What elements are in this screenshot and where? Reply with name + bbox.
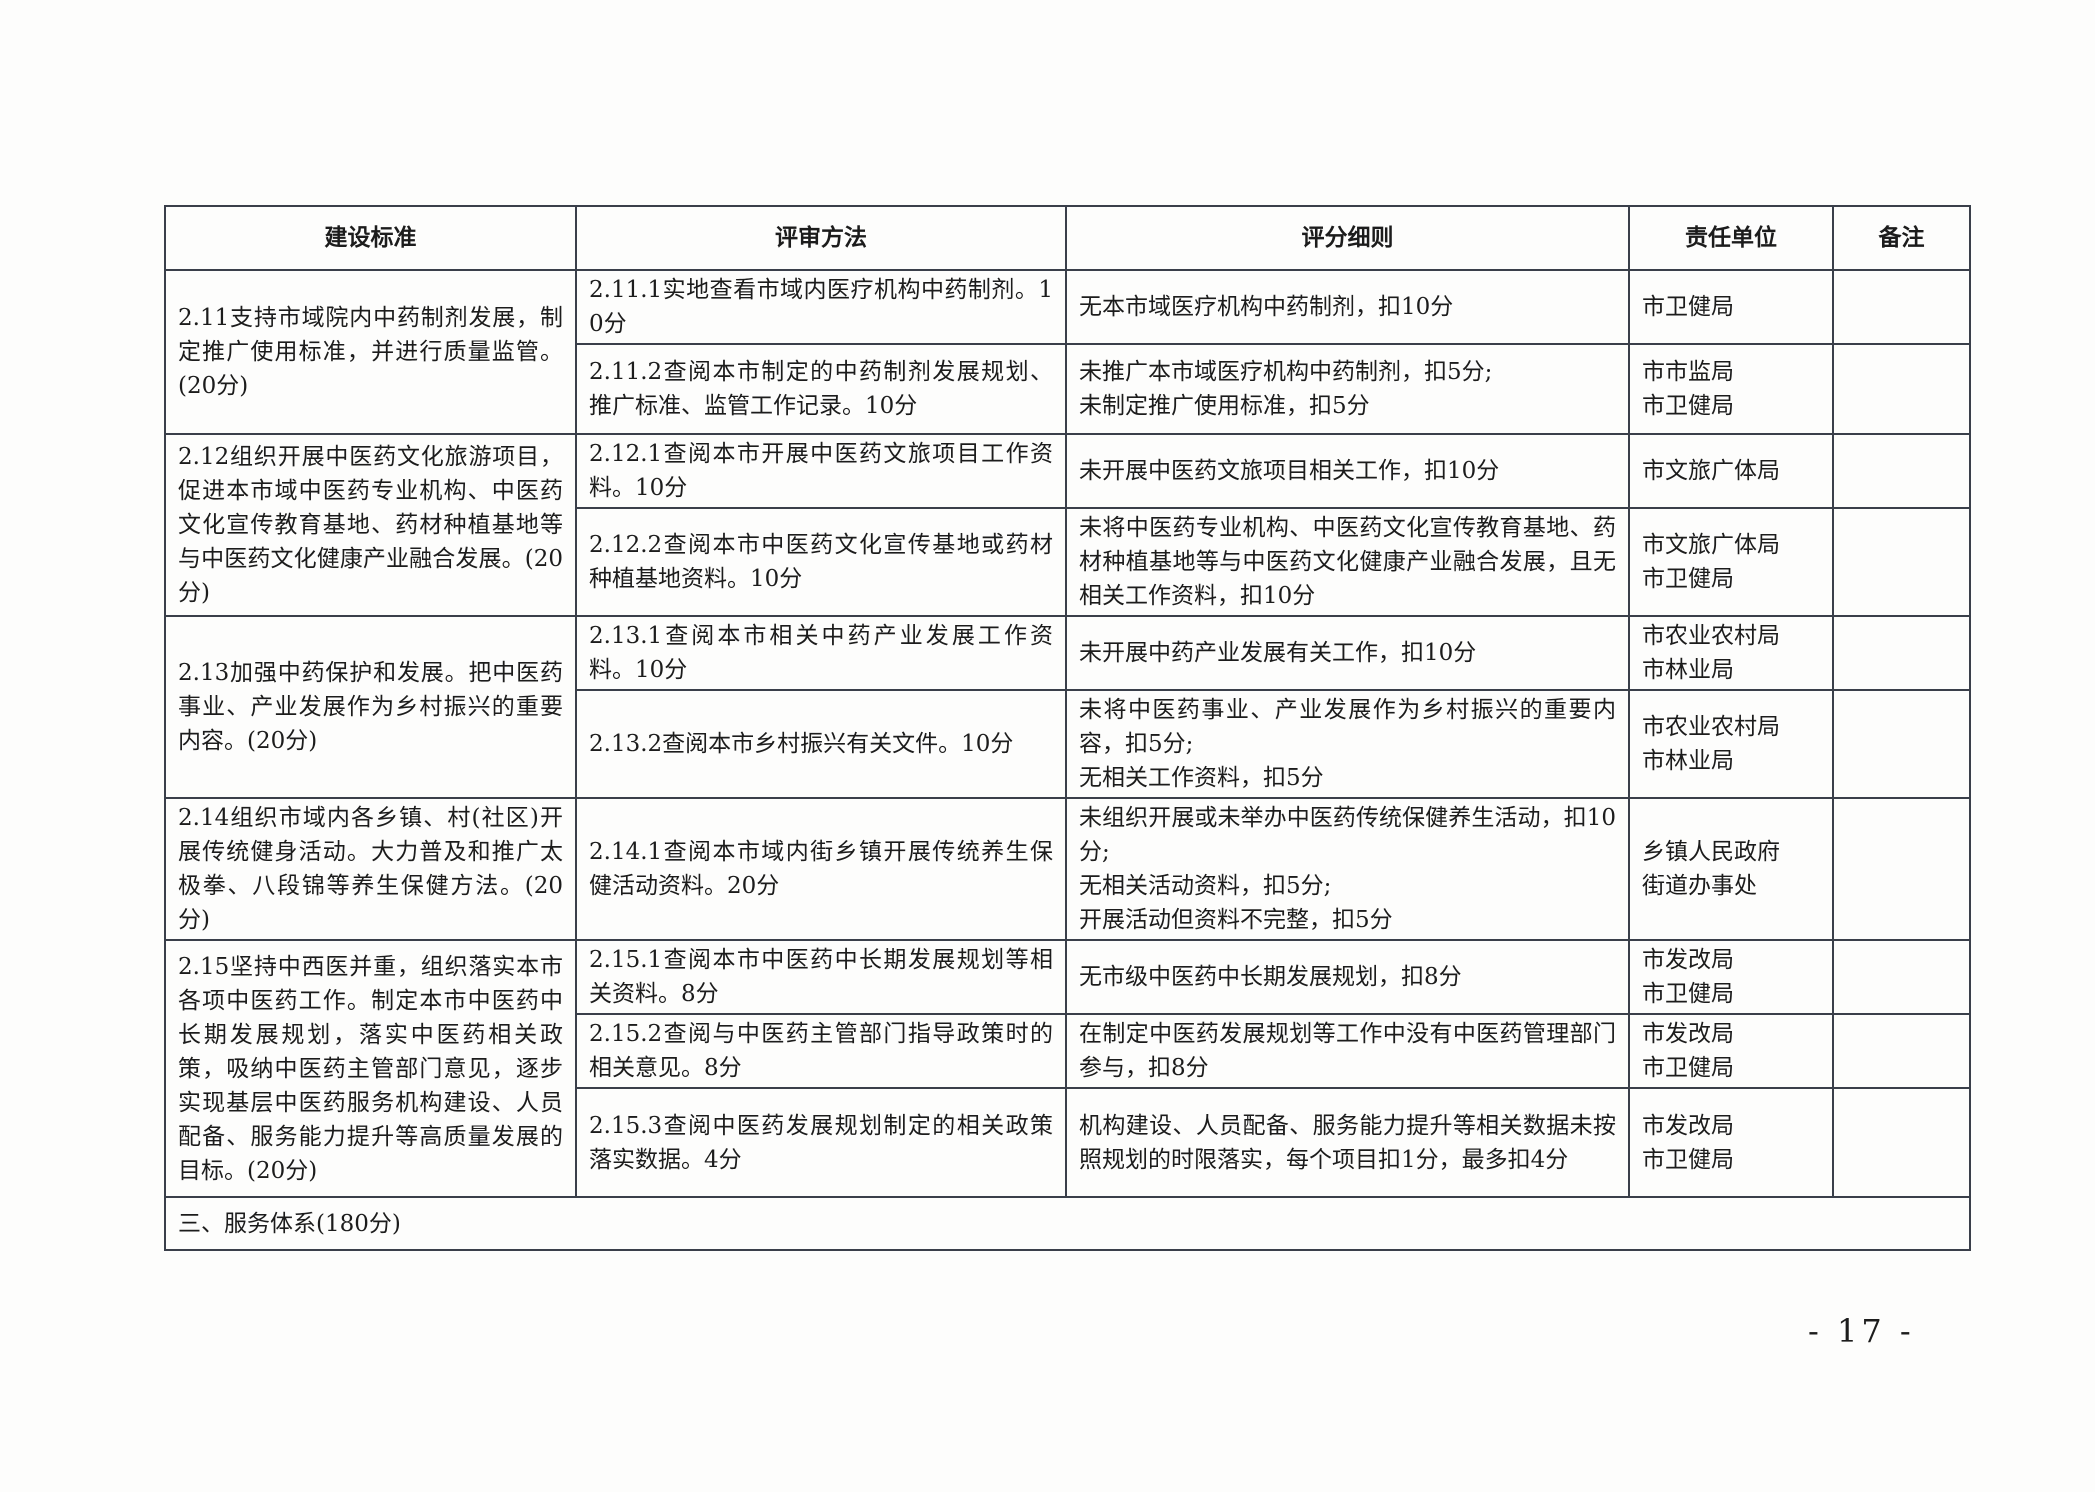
detail-cell: 无本市域医疗机构中药制剂，扣10分 (1065, 269, 1630, 345)
table-row: 2.12组织开展中医药文化旅游项目，促进本市域中医药专业机构、中医药文化宣传教育… (164, 433, 1971, 617)
method-cell: 2.13.1查阅本市相关中药产业发展工作资料。10分 (575, 615, 1067, 691)
method-cell: 2.15.2查阅与中医药主管部门指导政策时的相关意见。8分 (575, 1013, 1067, 1089)
detail-cell: 在制定中医药发展规划等工作中没有中医药管理部门参与，扣8分 (1065, 1013, 1630, 1089)
method-cell: 2.12.2查阅本市中医药文化宣传基地或药材种植基地资料。10分 (575, 507, 1067, 617)
note-cell (1832, 689, 1971, 799)
unit-cell: 市农业农村局 市林业局 (1628, 689, 1834, 799)
table-row: 2.15.2查阅与中医药主管部门指导政策时的相关意见。8分 在制定中医药发展规划… (165, 1013, 1971, 1089)
detail-cell: 未开展中医药文旅项目相关工作，扣10分 (1065, 433, 1630, 509)
method-cell: 2.15.3查阅中医药发展规划制定的相关政策落实数据。4分 (575, 1087, 1067, 1198)
note-cell (1832, 269, 1971, 345)
section-heading: 三、服务体系(180分) (164, 1196, 1971, 1251)
table-row: 2.15坚持中西医并重，组织落实本市各项中医药工作。制定本市中医药中长期发展规划… (164, 939, 1971, 1198)
table-row: 2.11支持市域院内中药制剂发展，制定推广使用标准，并进行质量监管。(20分) … (164, 269, 1971, 435)
page-number: - 17 - (1808, 1312, 1915, 1350)
method-cell: 2.11.1实地查看市域内医疗机构中药制剂。10分 (575, 269, 1067, 345)
standard-cell: 2.15坚持中西医并重，组织落实本市各项中医药工作。制定本市中医药中长期发展规划… (164, 939, 577, 1198)
unit-cell: 市市监局 市卫健局 (1628, 343, 1834, 435)
method-cell: 2.14.1查阅本市域内街乡镇开展传统养生保健活动资料。20分 (575, 797, 1067, 941)
table-row: 2.14组织市域内各乡镇、村(社区)开展传统健身活动。大力普及和推广太极拳、八段… (164, 797, 1971, 941)
unit-cell: 市发改局 市卫健局 (1628, 1087, 1834, 1198)
header-standard: 建设标准 (164, 205, 577, 271)
standard-cell: 2.12组织开展中医药文化旅游项目，促进本市域中医药专业机构、中医药文化宣传教育… (164, 433, 577, 617)
table-row: 2.13加强中药保护和发展。把中医药事业、产业发展作为乡村振兴的重要内容。(20… (164, 615, 1971, 799)
evaluation-table: 建设标准 评审方法 评分细则 责任单位 备注 2.11支持市域院内中药制剂发展，… (164, 205, 1971, 1251)
header-unit: 责任单位 (1628, 205, 1834, 271)
table-row: 2.11.2查阅本市制定的中药制剂发展规划、推广标准、监管工作记录。10分 未推… (165, 343, 1971, 435)
header-detail: 评分细则 (1065, 205, 1630, 271)
header-row: 建设标准 评审方法 评分细则 责任单位 备注 (164, 205, 1971, 271)
unit-cell: 市文旅广体局 市卫健局 (1628, 507, 1834, 617)
note-cell (1832, 343, 1971, 435)
detail-cell: 无市级中医药中长期发展规划，扣8分 (1065, 939, 1630, 1015)
method-cell: 2.13.2查阅本市乡村振兴有关文件。10分 (575, 689, 1067, 799)
note-cell (1832, 1013, 1971, 1089)
standard-cell: 2.14组织市域内各乡镇、村(社区)开展传统健身活动。大力普及和推广太极拳、八段… (164, 797, 577, 941)
unit-cell: 市卫健局 (1628, 269, 1834, 345)
detail-cell: 未开展中药产业发展有关工作，扣10分 (1065, 615, 1630, 691)
note-cell (1832, 1087, 1971, 1198)
table-row: 2.12.2查阅本市中医药文化宣传基地或药材种植基地资料。10分 未将中医药专业… (165, 507, 1971, 617)
method-cell: 2.12.1查阅本市开展中医药文旅项目工作资料。10分 (575, 433, 1067, 509)
section-row: 三、服务体系(180分) (164, 1196, 1971, 1251)
table-row: 2.15.3查阅中医药发展规划制定的相关政策落实数据。4分 机构建设、人员配备、… (165, 1087, 1971, 1198)
header-note: 备注 (1832, 205, 1971, 271)
standard-cell: 2.11支持市域院内中药制剂发展，制定推广使用标准，并进行质量监管。(20分) (164, 269, 577, 435)
note-cell (1832, 433, 1971, 509)
method-cell: 2.15.1查阅本市中医药中长期发展规划等相关资料。8分 (575, 939, 1067, 1015)
unit-cell: 市发改局 市卫健局 (1628, 939, 1834, 1015)
detail-cell: 未将中医药专业机构、中医药文化宣传教育基地、药材种植基地等与中医药文化健康产业融… (1065, 507, 1630, 617)
standard-cell: 2.13加强中药保护和发展。把中医药事业、产业发展作为乡村振兴的重要内容。(20… (164, 615, 577, 799)
method-cell: 2.11.2查阅本市制定的中药制剂发展规划、推广标准、监管工作记录。10分 (575, 343, 1067, 435)
detail-cell: 未将中医药事业、产业发展作为乡村振兴的重要内容，扣5分; 无相关工作资料，扣5分 (1065, 689, 1630, 799)
unit-cell: 市农业农村局 市林业局 (1628, 615, 1834, 691)
header-method: 评审方法 (575, 205, 1067, 271)
unit-cell: 乡镇人民政府 街道办事处 (1628, 797, 1834, 941)
detail-cell: 未推广本市域医疗机构中药制剂，扣5分; 未制定推广使用标准，扣5分 (1065, 343, 1630, 435)
note-cell (1832, 615, 1971, 691)
detail-cell: 机构建设、人员配备、服务能力提升等相关数据未按照规划的时限落实，每个项目扣1分，… (1065, 1087, 1630, 1198)
unit-cell: 市发改局 市卫健局 (1628, 1013, 1834, 1089)
table-row: 2.13.2查阅本市乡村振兴有关文件。10分 未将中医药事业、产业发展作为乡村振… (165, 689, 1971, 799)
detail-cell: 未组织开展或未举办中医药传统保健养生活动，扣10分; 无相关活动资料，扣5分; … (1065, 797, 1630, 941)
note-cell (1832, 797, 1971, 941)
note-cell (1832, 507, 1971, 617)
unit-cell: 市文旅广体局 (1628, 433, 1834, 509)
note-cell (1832, 939, 1971, 1015)
